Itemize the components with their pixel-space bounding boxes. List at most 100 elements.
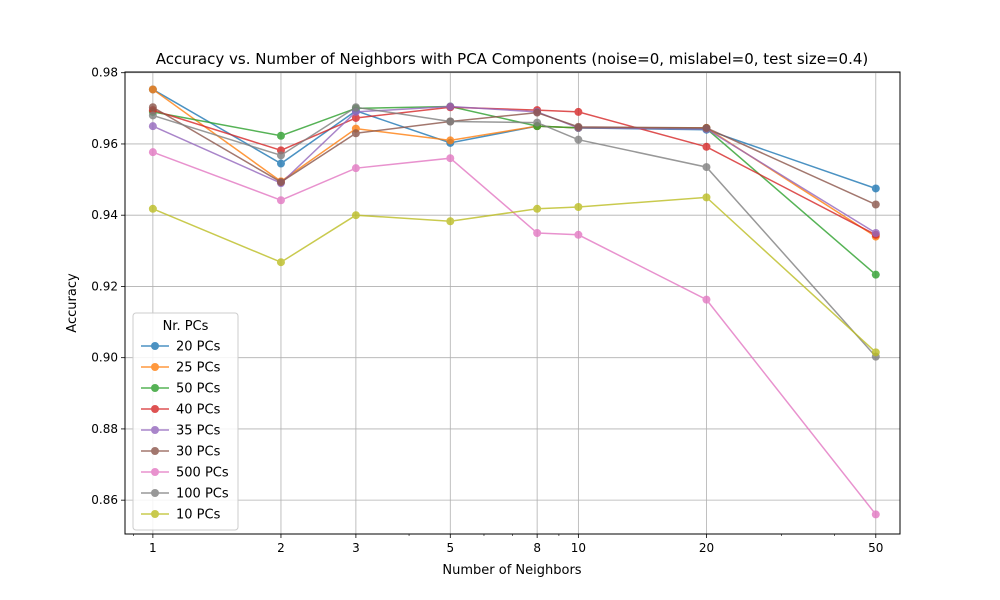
data-point [351,164,360,173]
data-point [276,178,285,187]
data-point [702,193,711,202]
y-axis-label: Accuracy [65,273,80,333]
legend-marker [151,405,159,413]
data-point [276,151,285,160]
data-point [148,85,157,94]
data-point [351,129,360,138]
data-point [574,230,583,239]
legend-marker [151,489,159,497]
legend-marker [151,384,159,392]
axis-ticks: 1 2 3 5 8 10 20 50 0.86 0.88 0.90 0.92 0.94 0.96 0.98 [91,66,883,555]
data-point [871,270,880,279]
data-point [446,117,455,126]
data-point [351,211,360,220]
data-point [446,217,455,226]
data-point [574,203,583,212]
series-500-pcs [148,148,880,519]
legend-label: 50 PCs [176,382,221,397]
data-point [276,131,285,140]
data-point [533,204,542,213]
data-point [276,258,285,267]
data-point [871,510,880,519]
series-30-pcs [148,103,880,209]
data-point [148,204,157,213]
series-line [152,105,877,234]
y-tick-label: 0.94 [91,208,118,222]
data-point [446,154,455,163]
legend: Nr. PCs 20 PCs 25 PCs 50 PCs 40 PCs 35 PCs 30 … [132,312,239,531]
data-point [871,348,880,357]
legend-label: 500 PCs [176,466,229,481]
data-point [574,107,583,116]
series-group [148,85,880,519]
data-point [533,229,542,238]
legend-entry [141,510,169,518]
legend-entry [141,405,169,413]
data-point [871,184,880,193]
legend-entry [141,468,169,476]
series-line [152,106,877,358]
legend-label: 35 PCs [176,424,221,439]
y-tick-label: 0.86 [91,493,118,507]
legend-label: 100 PCs [176,487,229,502]
series-line [152,151,877,515]
legend-marker [151,510,159,518]
x-axis-label: Number of Neighbors [442,563,581,578]
legend-label: 25 PCs [176,361,221,376]
data-point [148,148,157,157]
y-tick-label: 0.96 [91,137,118,151]
data-point [702,163,711,172]
series-line [152,106,877,206]
data-point [351,113,360,122]
legend-label: 30 PCs [176,445,221,460]
legend-entry [141,447,169,455]
legend-entry [141,384,169,392]
data-point [148,111,157,120]
data-point [276,196,285,205]
data-point [148,103,157,112]
legend-label: 20 PCs [176,340,221,355]
data-point [148,122,157,131]
legend-title: Nr. PCs [163,319,209,334]
x-tick-label: 20 [699,541,714,555]
legend-marker [151,363,159,371]
y-tick-label: 0.98 [91,66,118,80]
legend-marker [151,426,159,434]
data-point [351,103,360,112]
data-point [871,200,880,209]
legend-entry [141,363,169,371]
y-tick-label: 0.88 [91,422,118,436]
x-tick-label: 3 [352,541,360,555]
legend-label: 10 PCs [176,508,221,523]
data-point [702,142,711,151]
data-point [702,123,711,132]
y-tick-label: 0.90 [91,351,118,365]
y-tick-label: 0.92 [91,279,118,293]
series-10-pcs [148,193,880,357]
x-tick-label: 2 [277,541,285,555]
data-point [533,118,542,127]
legend-marker [151,447,159,455]
data-point [871,229,880,238]
data-point [574,122,583,131]
legend-marker [151,342,159,350]
grid [125,72,900,534]
data-point [533,108,542,117]
legend-label: 40 PCs [176,403,221,418]
x-tick-label: 5 [446,541,454,555]
chart-title: Accuracy vs. Number of Neighbors with PC… [156,50,868,68]
data-point [276,159,285,168]
data-point [446,136,455,145]
x-tick-label: 8 [533,541,541,555]
series-line [152,196,877,353]
legend-entry [141,489,169,497]
legend-entry [141,342,169,350]
data-point [702,295,711,304]
x-tick-label: 50 [868,541,883,555]
data-point [574,135,583,144]
x-tick-label: 1 [149,541,157,555]
data-point [446,102,455,111]
x-tick-label: 10 [571,541,586,555]
legend-marker [151,468,159,476]
